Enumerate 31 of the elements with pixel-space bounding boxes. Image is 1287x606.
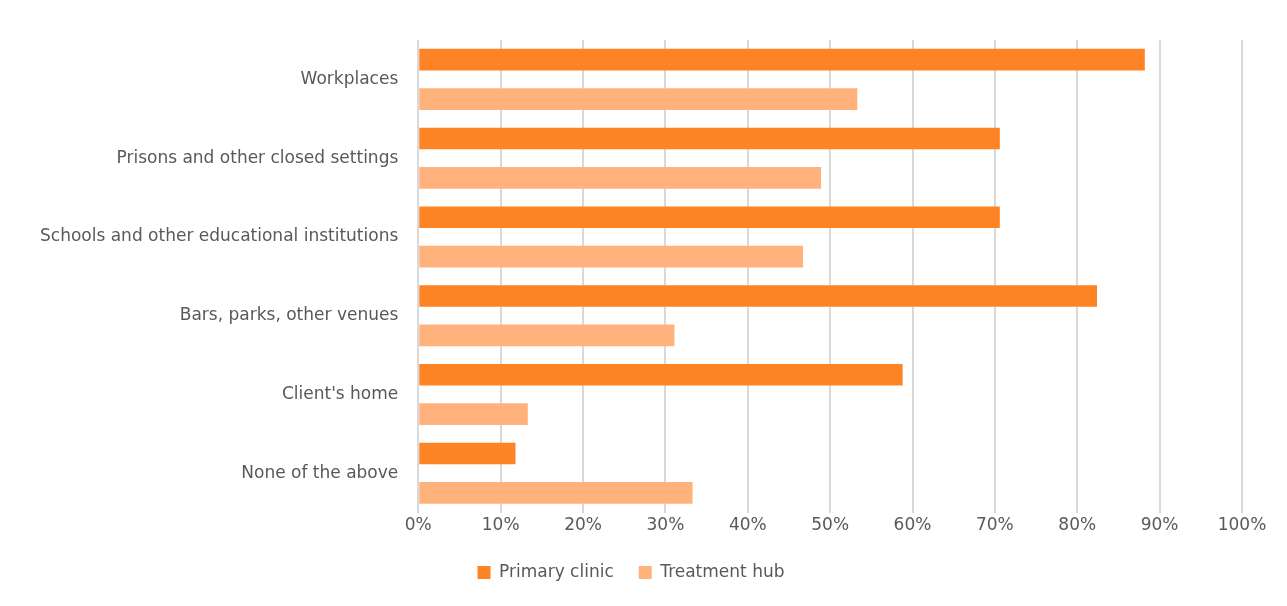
bar (419, 88, 858, 110)
y-tick-label: Schools and other educational institutions (40, 225, 399, 246)
x-tick-label: 100% (1217, 514, 1267, 535)
bar (419, 127, 1000, 150)
legend-label: Treatment hub (659, 560, 785, 581)
y-tick-label: Client's home (281, 382, 399, 403)
y-tick-label: Bars, parks, other venues (179, 304, 399, 325)
x-tick-label: 40% (728, 514, 767, 535)
bar (419, 48, 1145, 71)
bar (419, 245, 803, 268)
x-tick-label: 30% (646, 514, 685, 535)
bar (419, 482, 693, 504)
bar (419, 403, 528, 425)
y-tick-label: Workplaces (300, 67, 399, 88)
x-tick-label: 70% (975, 514, 1014, 535)
bar (419, 363, 903, 386)
y-tick-label: Prisons and other closed settings (116, 146, 399, 167)
bar (419, 167, 822, 189)
bar (419, 442, 516, 465)
legend-label: Primary clinic (499, 560, 614, 581)
bar (419, 324, 675, 347)
bar (419, 285, 1098, 307)
x-tick-label: 80% (1058, 514, 1097, 535)
x-tick-label: 90% (1140, 514, 1179, 535)
x-tick-label: 10% (481, 514, 520, 535)
bar (419, 206, 1000, 229)
x-tick-label: 0% (404, 514, 432, 535)
x-tick-label: 20% (564, 514, 602, 535)
y-tick-label: None of the above (241, 461, 399, 482)
x-tick-label: 60% (893, 514, 932, 535)
x-tick-label: 50% (811, 514, 850, 535)
